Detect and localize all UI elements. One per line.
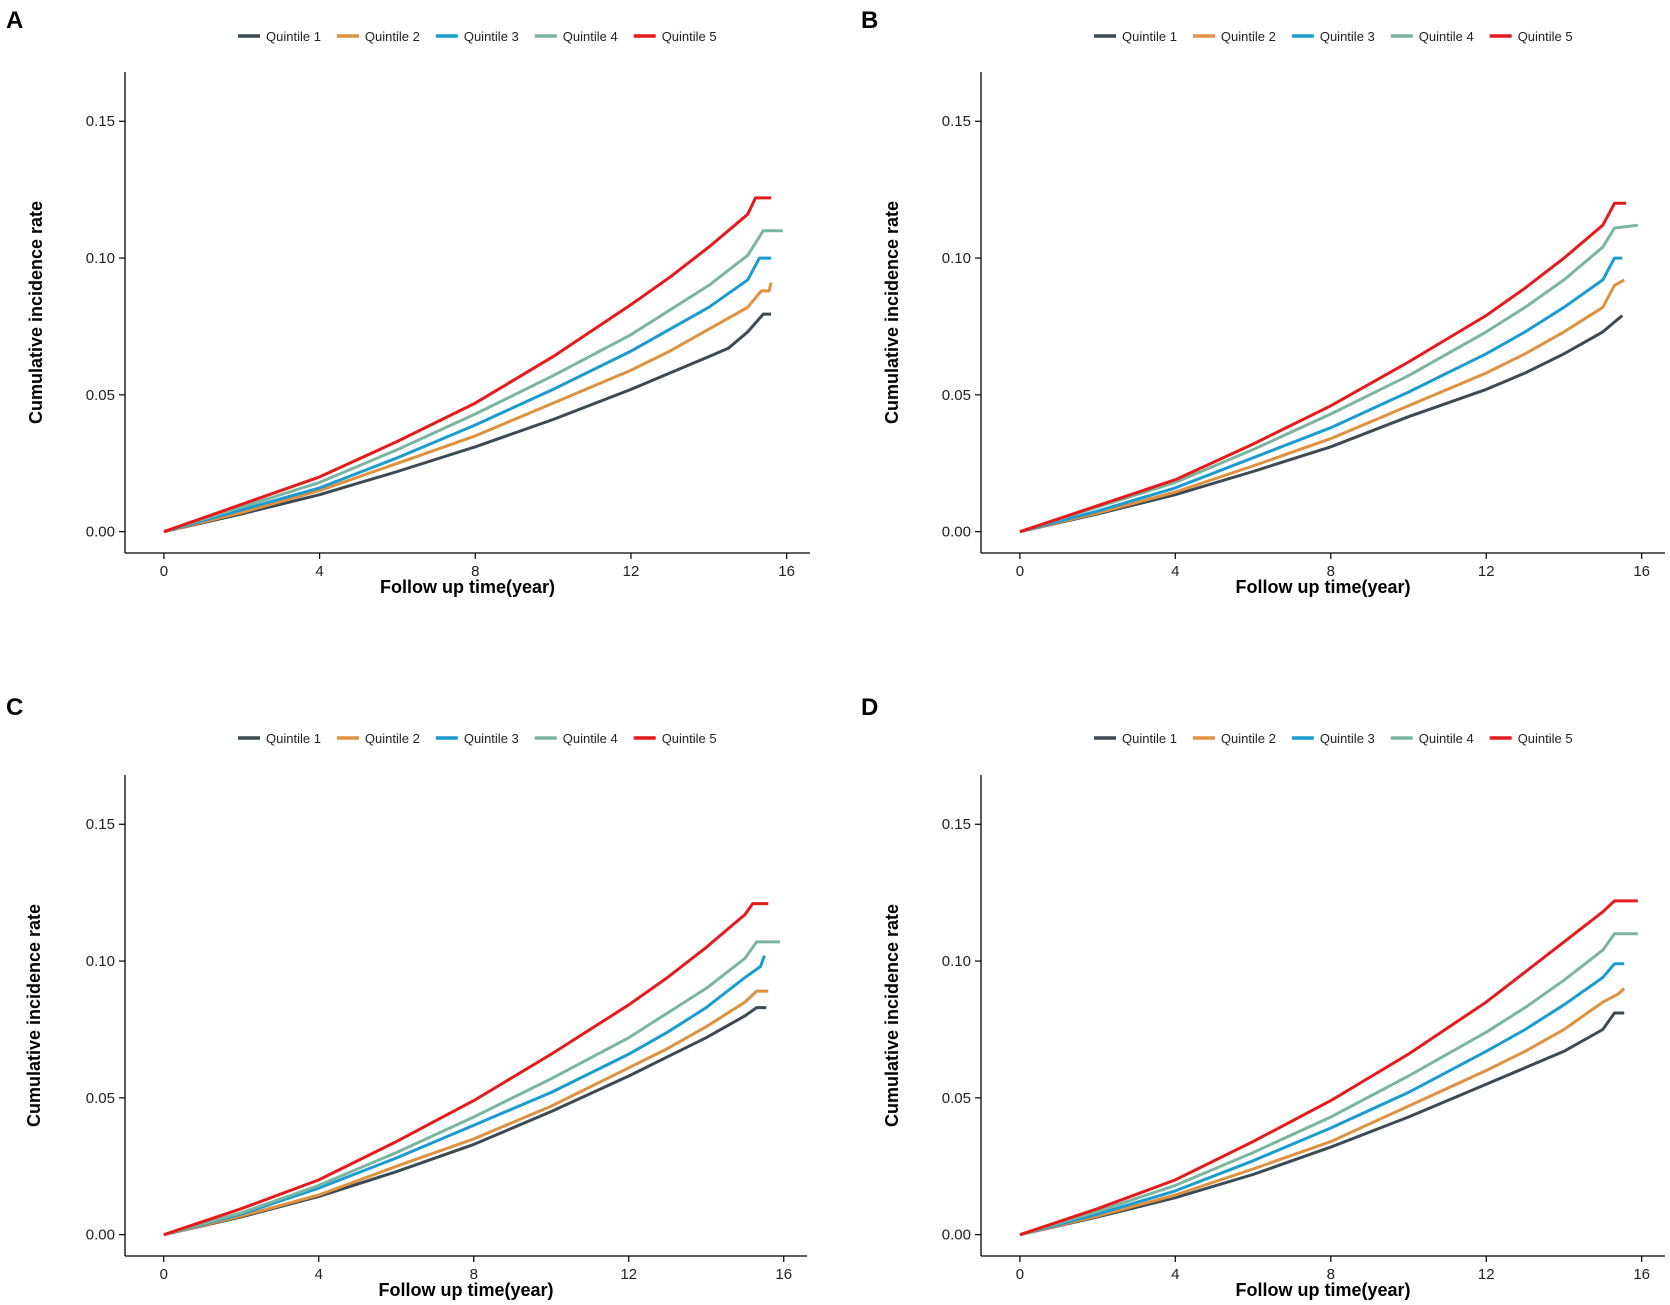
y-axis-title: Cumulative incidence rate xyxy=(26,201,46,424)
legend-label: Quintile 3 xyxy=(464,29,519,44)
panel-letter: C xyxy=(6,694,23,721)
legend: Quintile 1 Quintile 2 Quintile 3 Quintile 4… xyxy=(238,731,717,746)
legend-label: Quintile 1 xyxy=(266,29,321,44)
x-tick-label: 16 xyxy=(1633,563,1650,580)
x-tick-label: 4 xyxy=(1171,1266,1179,1283)
series-line-quintile-3 xyxy=(1019,256,1623,534)
series-line-quintile-4 xyxy=(163,940,780,1237)
y-tick-label: 0.00 xyxy=(942,1227,971,1244)
y-tick-label: 0.10 xyxy=(86,250,115,267)
y-tick-label: 0.15 xyxy=(86,816,115,833)
legend-label: Quintile 4 xyxy=(563,29,618,44)
legend-label: Quintile 5 xyxy=(662,29,717,44)
y-tick-label: 0.00 xyxy=(86,524,115,541)
legend-label: Quintile 5 xyxy=(1518,29,1573,44)
legend-label: Quintile 4 xyxy=(1419,731,1474,746)
panel-letter: A xyxy=(6,7,23,34)
series-line-quintile-1 xyxy=(163,312,772,534)
series-line-quintile-5 xyxy=(163,902,769,1237)
legend-label: Quintile 4 xyxy=(563,731,618,746)
x-tick-label: 4 xyxy=(1171,563,1179,580)
x-tick-label: 16 xyxy=(1633,1266,1650,1283)
x-tick-label: 0 xyxy=(1016,563,1024,580)
series-line-quintile-2 xyxy=(1019,987,1626,1237)
legend-label: Quintile 2 xyxy=(365,29,420,44)
y-tick-label: 0.10 xyxy=(942,250,971,267)
x-tick-label: 8 xyxy=(470,1266,478,1283)
y-tick-label: 0.00 xyxy=(942,524,971,541)
legend: Quintile 1 Quintile 2 Quintile 3 Quintile 4… xyxy=(1094,731,1573,746)
series-line-quintile-3 xyxy=(163,955,766,1237)
legend-label: Quintile 4 xyxy=(1419,29,1474,44)
y-axis-title: Cumulative incidence rate xyxy=(882,201,902,424)
panel-letter: D xyxy=(861,694,878,721)
series-line-quintile-1 xyxy=(1019,1011,1625,1237)
x-tick-label: 8 xyxy=(1327,563,1335,580)
series-line-quintile-4 xyxy=(1019,932,1638,1237)
legend-label: Quintile 3 xyxy=(1320,731,1375,746)
legend-label: Quintile 2 xyxy=(365,731,420,746)
series-line-quintile-3 xyxy=(1019,962,1625,1237)
series-line-quintile-2 xyxy=(163,282,773,534)
x-tick-label: 12 xyxy=(1478,563,1495,580)
x-tick-label: 12 xyxy=(623,563,640,580)
legend-label: Quintile 3 xyxy=(1320,29,1375,44)
legend-label: Quintile 1 xyxy=(1122,29,1177,44)
series-line-quintile-2 xyxy=(163,989,769,1237)
legend: Quintile 1 Quintile 2 Quintile 3 Quintile 4… xyxy=(1094,29,1573,44)
y-tick-label: 0.10 xyxy=(942,953,971,970)
x-tick-label: 12 xyxy=(620,1266,637,1283)
legend-label: Quintile 1 xyxy=(1122,731,1177,746)
series-line-quintile-1 xyxy=(1019,314,1624,534)
series-line-quintile-2 xyxy=(1019,278,1625,534)
legend-label: Quintile 2 xyxy=(1221,29,1276,44)
x-tick-label: 16 xyxy=(778,563,795,580)
y-tick-label: 0.00 xyxy=(86,1227,115,1244)
legend-label: Quintile 5 xyxy=(1518,731,1573,746)
x-tick-label: 8 xyxy=(1327,1266,1335,1283)
x-tick-label: 16 xyxy=(775,1266,792,1283)
series-line-quintile-5 xyxy=(163,196,772,534)
series-line-quintile-5 xyxy=(1019,899,1638,1237)
y-tick-label: 0.15 xyxy=(86,113,115,130)
legend-label: Quintile 3 xyxy=(464,731,519,746)
y-axis-title: Cumulative incidence rate xyxy=(24,904,44,1127)
series-line-quintile-4 xyxy=(163,229,783,534)
y-tick-label: 0.05 xyxy=(86,387,115,404)
y-axis-title: Cumulative incidence rate xyxy=(882,904,902,1127)
x-tick-label: 0 xyxy=(1016,1266,1024,1283)
legend-label: Quintile 2 xyxy=(1221,731,1276,746)
legend-label: Quintile 5 xyxy=(662,731,717,746)
x-axis-title: Follow up time(year) xyxy=(380,577,555,597)
y-tick-label: 0.15 xyxy=(942,113,971,130)
x-axis-title: Follow up time(year) xyxy=(1235,1280,1410,1300)
legend-label: Quintile 1 xyxy=(266,731,321,746)
y-tick-label: 0.15 xyxy=(942,816,971,833)
y-tick-label: 0.05 xyxy=(86,1090,115,1107)
panel-letter: B xyxy=(861,7,878,34)
y-tick-label: 0.05 xyxy=(942,387,971,404)
series-line-quintile-3 xyxy=(163,256,772,534)
x-tick-label: 0 xyxy=(160,1266,168,1283)
x-tick-label: 4 xyxy=(315,563,323,580)
x-tick-label: 0 xyxy=(160,563,168,580)
x-axis-title: Follow up time(year) xyxy=(378,1280,553,1300)
legend: Quintile 1 Quintile 2 Quintile 3 Quintile 4… xyxy=(238,29,717,44)
x-tick-label: 4 xyxy=(315,1266,323,1283)
x-tick-label: 12 xyxy=(1478,1266,1495,1283)
x-axis-title: Follow up time(year) xyxy=(1235,577,1410,597)
series-line-quintile-5 xyxy=(1019,201,1627,534)
series-line-quintile-4 xyxy=(1019,223,1638,534)
y-tick-label: 0.10 xyxy=(86,953,115,970)
x-tick-label: 8 xyxy=(471,563,479,580)
y-tick-label: 0.05 xyxy=(942,1090,971,1107)
